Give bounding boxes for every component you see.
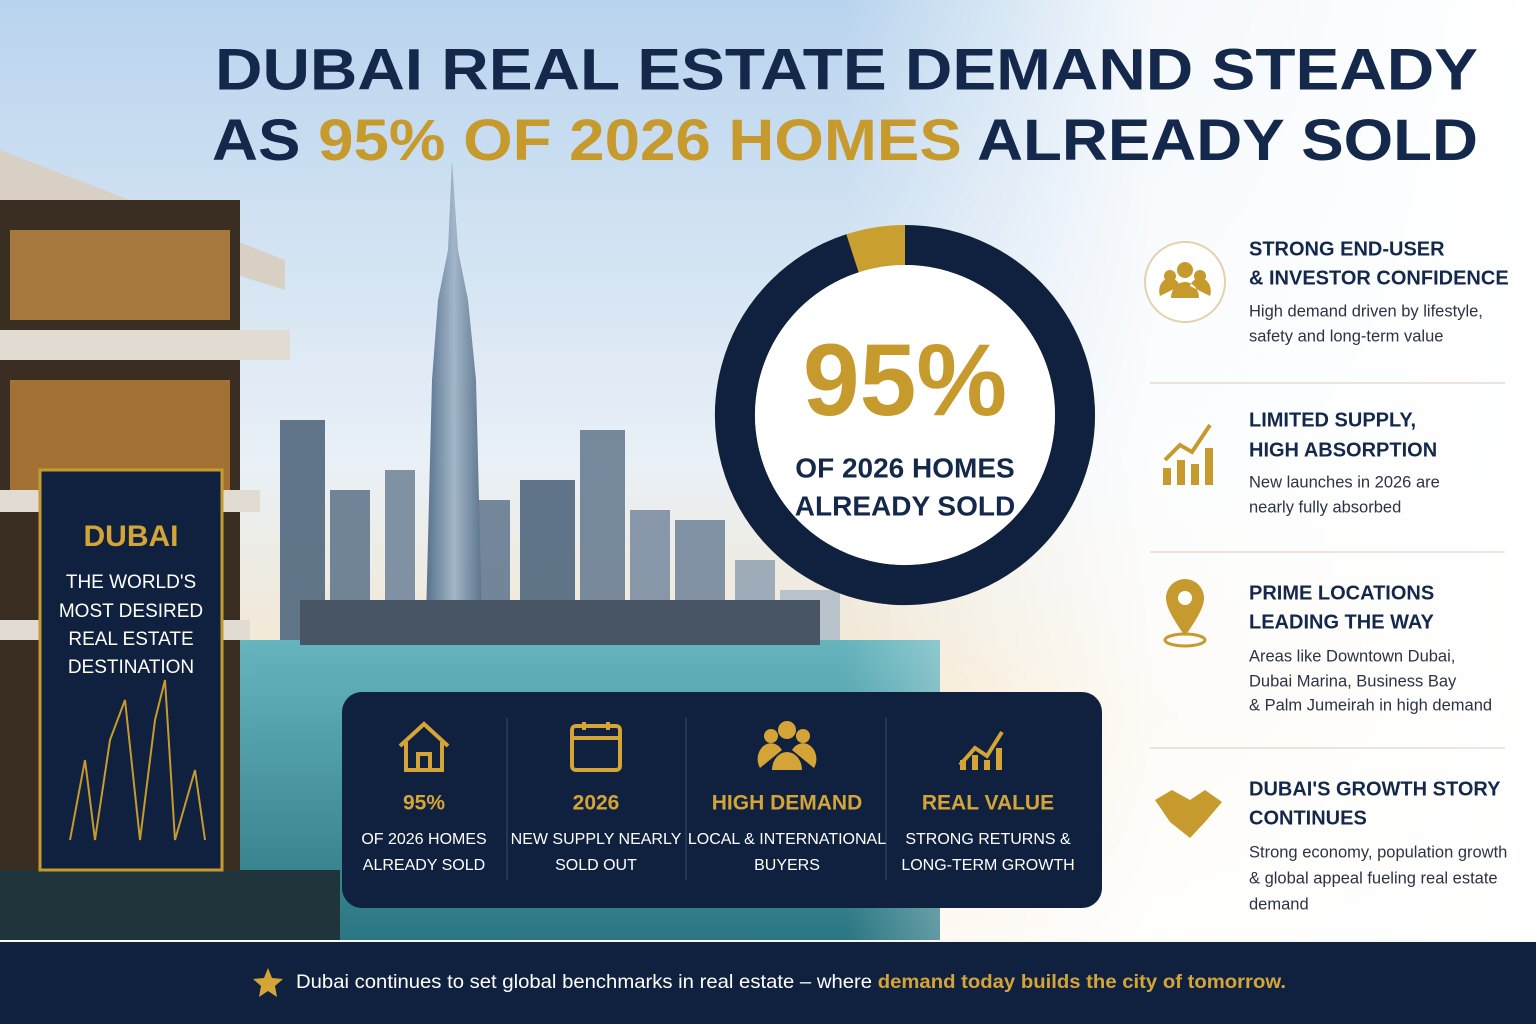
stat-text: OF 2026 HOMES [361,831,486,848]
footer: Dubai continues to set global benchmarks… [0,942,1536,1024]
donut-caption: ALREADY SOLD [795,490,1015,521]
feature-title: STRONG END-USER [1249,238,1445,260]
sign: DUBAI THE WORLD'S MOST DESIRED REAL ESTA… [38,468,224,872]
title-line: DUBAI REAL ESTATE DEMAND STEADY [215,37,1478,102]
feature-title: LEADING THE WAY [1249,611,1434,633]
feature-text: Areas like Downtown Dubai, [1249,647,1455,665]
feature-text: High demand driven by lifestyle, [1249,302,1483,320]
donut-center [755,265,1055,565]
donut-label: 95% [803,323,1007,437]
feature-text: Strong economy, population growth [1249,843,1507,861]
feature-text: & Palm Jumeirah in high demand [1249,696,1492,714]
stat-value: REAL VALUE [922,792,1054,815]
footer-text: Dubai continues to set global benchmarks… [296,971,1286,993]
feature-text: Dubai Marina, Business Bay [1249,672,1457,690]
feature-text: safety and long-term value [1249,327,1443,345]
footer-highlight: demand today builds the city of tomorrow… [878,971,1286,993]
stat-text: SOLD OUT [555,857,637,874]
title-highlight: 95% OF 2026 HOMES [318,108,962,173]
stats-panel: 95% OF 2026 HOMES ALREADY SOLD 2026 NEW … [342,692,1102,908]
title-part: AS [212,108,318,173]
title-line: AS 95% OF 2026 HOMES ALREADY SOLD [212,108,1478,173]
feature-title: CONTINUES [1249,807,1367,829]
sign-line: MOST DESIRED [59,601,203,622]
stat-text: LONG-TERM GROWTH [901,857,1074,874]
feature-title: & INVESTOR CONFIDENCE [1249,267,1509,289]
feature-title: LIMITED SUPPLY, [1249,409,1416,431]
stat-text: STRONG RETURNS & [905,831,1071,848]
sign-line: DESTINATION [68,657,194,678]
feature-title: DUBAI'S GROWTH STORY [1249,778,1501,800]
stat-text: BUYERS [754,857,820,874]
stat-value: 2026 [573,792,620,815]
features: STRONG END-USER & INVESTOR CONFIDENCE Hi… [1144,238,1509,913]
stat-value: HIGH DEMAND [712,792,863,815]
feature-text: New launches in 2026 are [1249,473,1440,491]
sign-line: REAL ESTATE [68,629,193,650]
stat-value: 95% [403,792,445,815]
donut: 95% OF 2026 HOMES ALREADY SOLD [715,225,1095,605]
footer-part: Dubai continues to set global benchmarks… [296,971,878,993]
title-part: ALREADY SOLD [962,108,1478,173]
sign-line: THE WORLD'S [66,572,196,593]
sign-title: DUBAI [84,520,179,553]
title: DUBAI REAL ESTATE DEMAND STEADY AS 95% O… [212,37,1478,173]
stat-text: LOCAL & INTERNATIONAL [688,831,886,848]
stat-text: NEW SUPPLY NEARLY [511,831,682,848]
feature-title: HIGH ABSORPTION [1249,439,1437,461]
feature-text: nearly fully absorbed [1249,498,1401,516]
donut-arc [715,225,1095,605]
donut-caption: OF 2026 HOMES [795,452,1014,483]
stat-text: ALREADY SOLD [363,857,485,874]
feature-title: PRIME LOCATIONS [1249,582,1434,604]
feature-text: & global appeal fueling real estate [1249,869,1498,887]
feature-text: demand [1249,895,1309,913]
